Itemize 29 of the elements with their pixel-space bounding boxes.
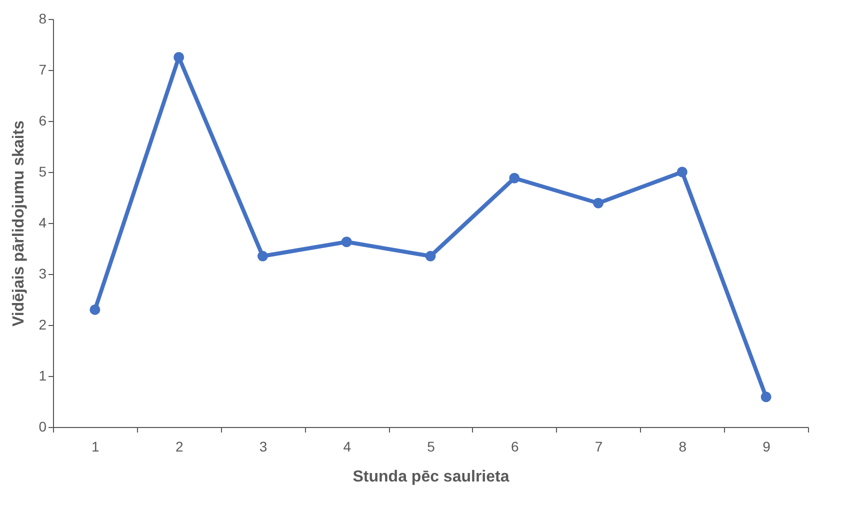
point: [676, 166, 688, 178]
y-axis-title: Vidējais pārlidojumu skaits: [10, 120, 28, 326]
y-tick-label: 2: [38, 316, 47, 332]
point: [509, 172, 520, 184]
x-tick-label: 3: [259, 438, 268, 454]
point: [341, 236, 352, 248]
point: [90, 304, 100, 315]
point: [593, 198, 604, 208]
x-tick-label: 4: [343, 438, 352, 454]
x-tick-label: 9: [762, 438, 771, 454]
point: [425, 250, 436, 262]
y-tick-label: 0: [38, 418, 47, 434]
x-axis-title: Stunda pēc saulrieta: [352, 468, 510, 486]
x-tick-label: 8: [678, 438, 687, 454]
y-tick-label: 6: [38, 112, 47, 128]
y-tick-label: 4: [38, 214, 47, 230]
point: [257, 250, 268, 262]
x-tick-label: 1: [92, 438, 100, 454]
x-tick-label: 7: [594, 438, 603, 454]
x-tick-label: 2: [175, 438, 184, 454]
y-tick-label: 7: [38, 62, 47, 78]
x-tick-label: 5: [427, 438, 436, 454]
y-tick-label: 3: [38, 266, 47, 282]
y-tick-label: 5: [38, 164, 47, 180]
x-tick-label: 6: [510, 438, 519, 454]
y-tick-label: 1: [38, 368, 47, 384]
y-tick-label: 8: [38, 10, 47, 26]
point: [174, 52, 184, 62]
point: [760, 392, 772, 402]
